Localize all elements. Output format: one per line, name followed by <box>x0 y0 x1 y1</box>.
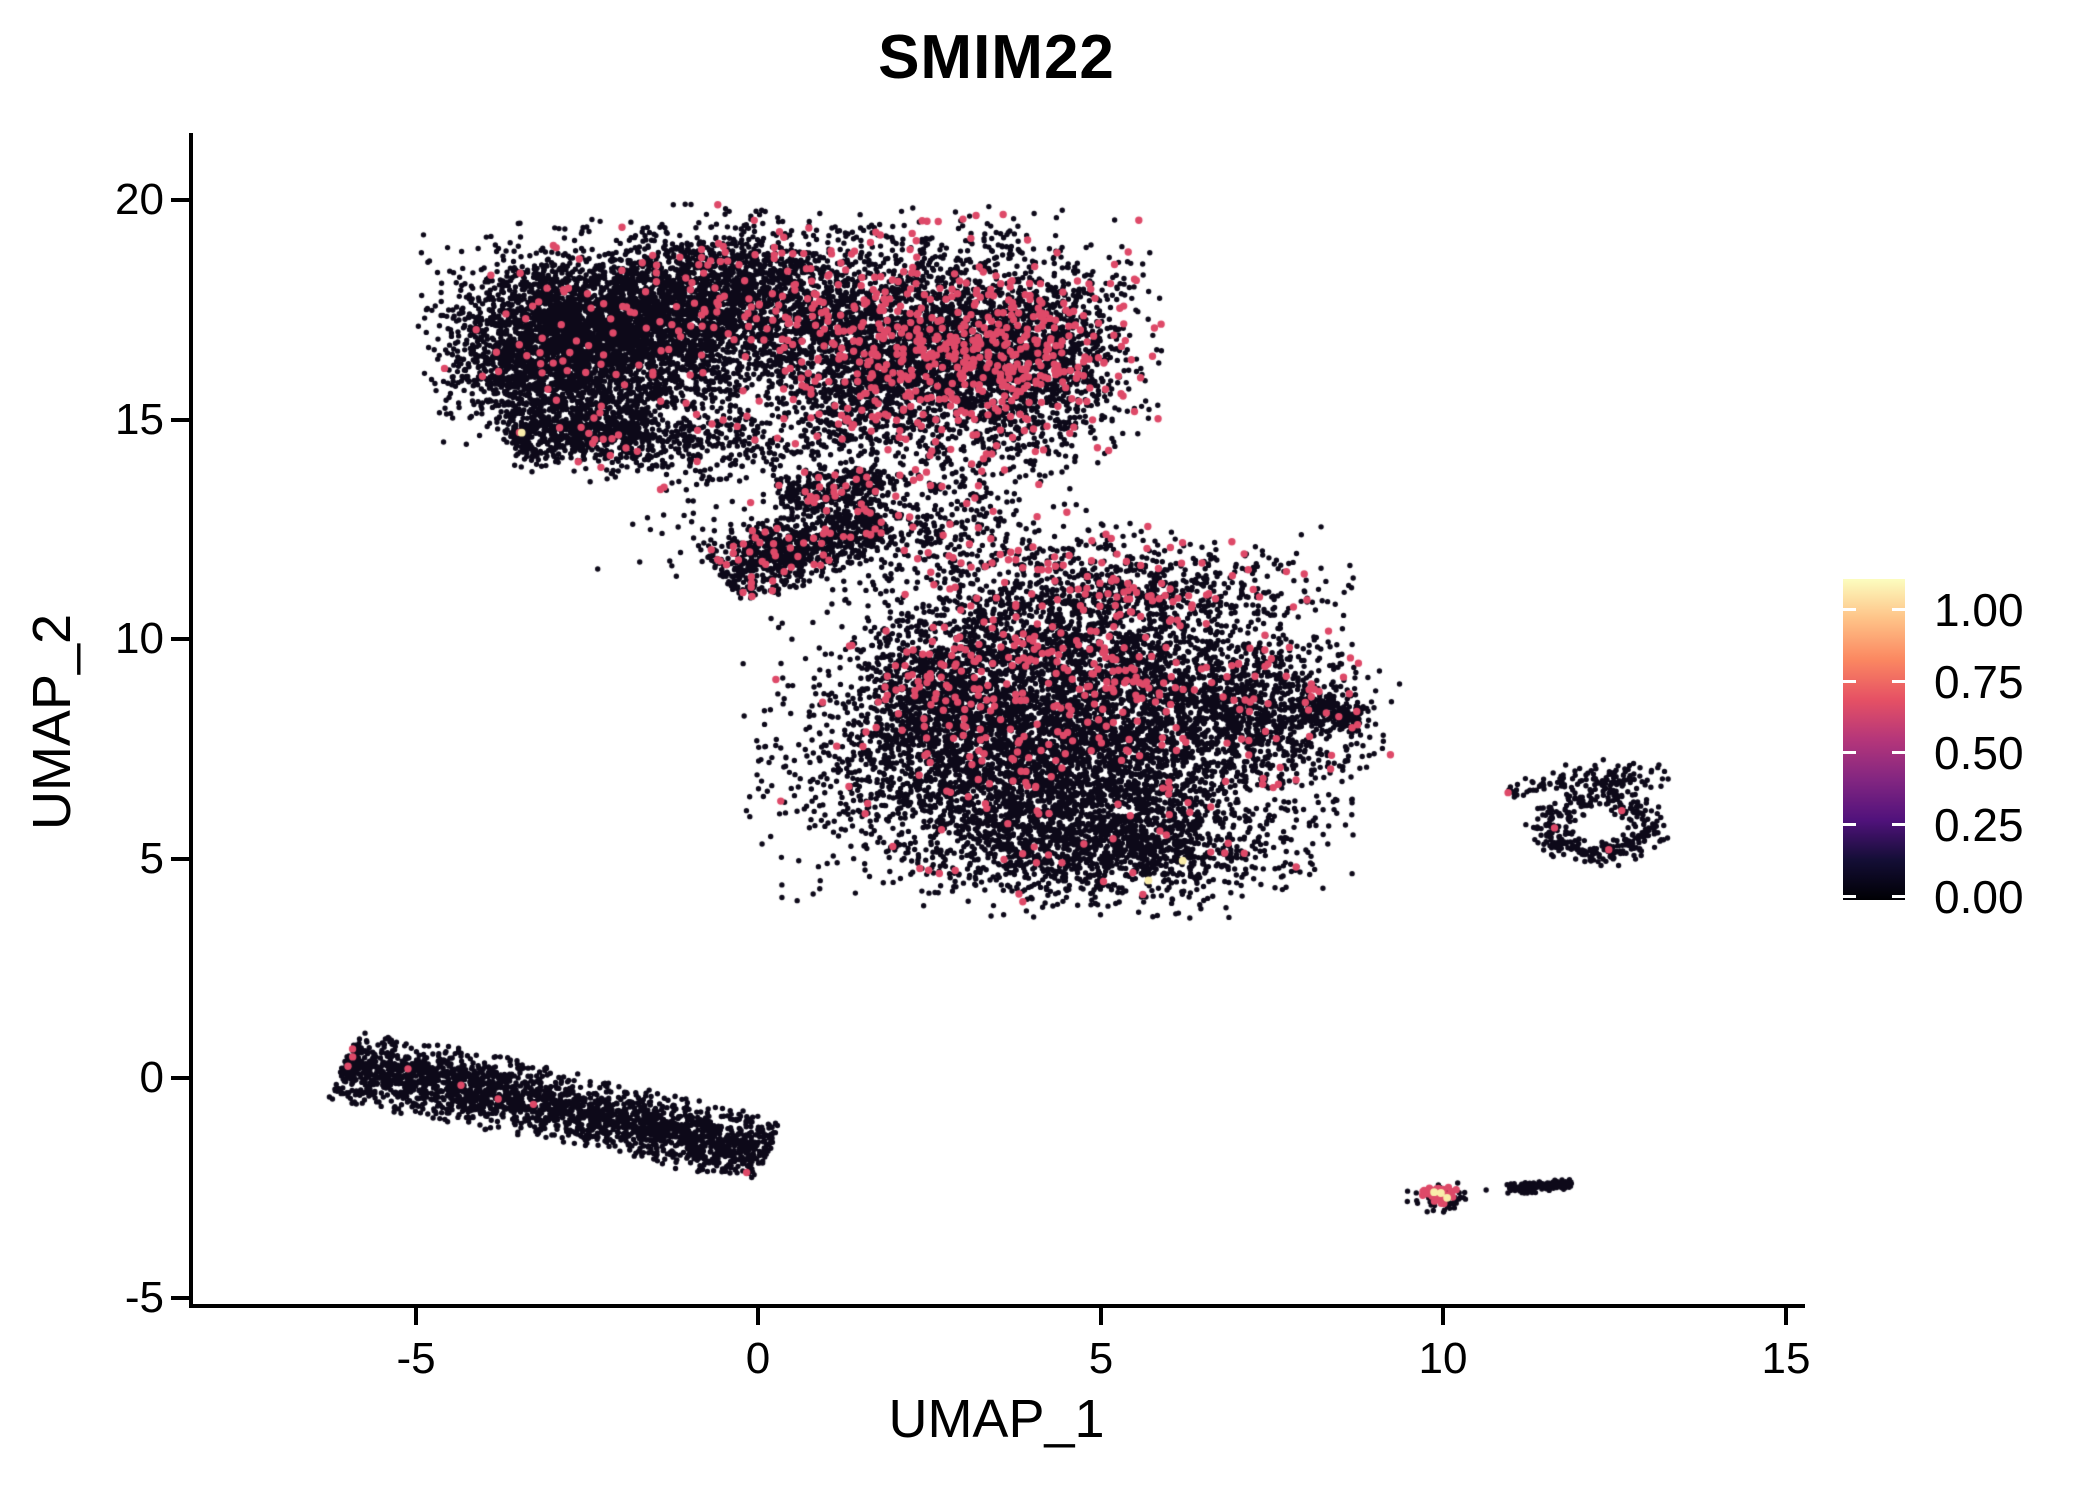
x-axis-tick-label: 10 <box>1418 1334 1468 1383</box>
colorbar-label: 1.00 <box>1934 584 2024 636</box>
x-axis-tick <box>1099 1308 1103 1325</box>
y-axis-tick <box>171 857 189 861</box>
colorbar-tick <box>1892 751 1905 754</box>
y-axis-tick-label: 5 <box>139 834 164 883</box>
colorbar-tick <box>1892 680 1905 683</box>
colorbar-label: 0.50 <box>1934 727 2024 779</box>
colorbar-tick <box>1843 608 1856 611</box>
y-axis-title: UMAP_2 <box>22 613 82 831</box>
x-axis-tick <box>1784 1308 1788 1325</box>
x-axis-tick-label: 0 <box>745 1334 771 1383</box>
y-axis-tick-label: 10 <box>115 614 164 663</box>
colorbar-tick <box>1892 608 1905 611</box>
y-axis-tick <box>171 637 189 641</box>
x-axis-tick <box>1441 1308 1445 1325</box>
y-axis-tick-label: 20 <box>115 175 164 224</box>
y-axis-tick <box>171 1296 189 1300</box>
colorbar-tick <box>1843 895 1856 898</box>
colorbar <box>1843 579 1905 900</box>
colorbar-label: 0.00 <box>1934 871 2024 923</box>
y-axis-line <box>189 133 193 1308</box>
colorbar-tick <box>1843 751 1856 754</box>
y-axis-tick-label: 15 <box>115 395 164 444</box>
x-axis-title: UMAP_1 <box>888 1389 1105 1449</box>
colorbar-label: 0.75 <box>1934 656 2024 708</box>
x-axis-tick-label: 5 <box>1088 1334 1114 1383</box>
y-axis-tick-label: -5 <box>124 1273 164 1322</box>
x-axis-tick <box>756 1308 760 1325</box>
plot-title: SMIM22 <box>878 23 1115 92</box>
x-axis-tick-label: 15 <box>1761 1334 1811 1383</box>
x-axis-tick <box>414 1308 418 1325</box>
y-axis-tick <box>171 1076 189 1080</box>
colorbar-tick <box>1843 680 1856 683</box>
colorbar-gradient <box>1843 579 1905 900</box>
y-axis-tick-label: 0 <box>139 1053 164 1102</box>
colorbar-label: 0.25 <box>1934 799 2024 851</box>
x-axis-tick-label: -5 <box>396 1334 436 1383</box>
colorbar-tick <box>1892 895 1905 898</box>
x-axis-line <box>189 1304 1805 1308</box>
y-axis-tick <box>171 198 189 202</box>
colorbar-tick <box>1892 823 1905 826</box>
colorbar-tick <box>1843 823 1856 826</box>
y-axis-tick <box>171 418 189 422</box>
